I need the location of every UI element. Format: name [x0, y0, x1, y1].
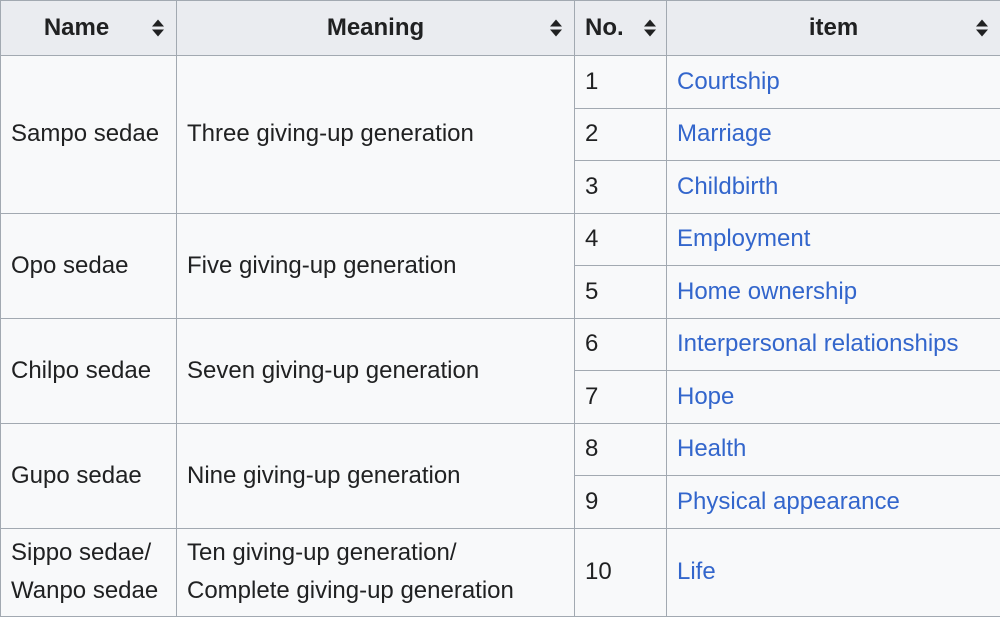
table-row: 5 Home ownership	[1, 265, 1000, 319]
meaning-cell: Three giving-up generation	[176, 55, 575, 214]
table-row: Gupo sedae Nine giving-up generation 8 H…	[0, 422, 1000, 529]
meaning-cell: Nine giving-up generation	[176, 422, 575, 529]
column-header-meaning-label: Meaning	[326, 14, 425, 41]
column-header-no-label: No.	[585, 14, 624, 41]
item-link-marriage[interactable]: Marriage	[677, 120, 772, 148]
sort-icon[interactable]	[152, 19, 164, 37]
number-cell: 2	[574, 107, 667, 161]
item-link-interpersonal-relationships[interactable]: Interpersonal relationships	[677, 330, 959, 358]
item-link-courtship[interactable]: Courtship	[677, 67, 780, 95]
table-row: Chilpo sedae Seven giving-up generation …	[0, 317, 1000, 424]
item-link-home-ownership[interactable]: Home ownership	[677, 277, 858, 305]
item-link-physical-appearance[interactable]: Physical appearance	[677, 487, 900, 515]
item-cell: Childbirth	[666, 160, 1000, 214]
item-cell: Health	[666, 422, 1000, 476]
item-cell: Physical appearance	[666, 475, 1000, 529]
sort-icon[interactable]	[976, 19, 988, 37]
meaning-cell: Seven giving-up generation	[176, 317, 575, 424]
item-cell: Home ownership	[666, 265, 1000, 319]
number-cell: 3	[574, 160, 667, 214]
item-link-employment[interactable]: Employment	[677, 225, 811, 253]
item-cell: Hope	[666, 370, 1000, 424]
sort-icon[interactable]	[550, 19, 562, 37]
item-cell: Courtship	[666, 55, 1000, 109]
table-row: 3 Childbirth	[1, 160, 1000, 214]
number-cell: 9	[574, 475, 667, 529]
name-cell: Sippo sedae/ Wanpo sedae	[0, 527, 177, 617]
name-cell: Chilpo sedae	[0, 317, 177, 424]
meaning-cell: Ten giving-up generation/ Complete givin…	[176, 527, 575, 617]
column-header-item-label: item	[808, 14, 859, 41]
number-cell: 8	[574, 422, 667, 476]
column-header-no[interactable]: No.	[574, 0, 667, 56]
item-cell: Interpersonal relationships	[666, 317, 1000, 371]
table-row: Opo sedae Five giving-up generation 4 Em…	[0, 212, 1000, 319]
column-header-item[interactable]: item	[666, 0, 1000, 56]
sort-icon[interactable]	[644, 19, 656, 37]
name-line: Sippo sedae/	[11, 539, 152, 566]
item-link-life[interactable]: Life	[677, 558, 716, 585]
table-row: Sampo sedae Three giving-up generation 1…	[0, 55, 1000, 214]
number-cell: 4	[574, 212, 667, 266]
table-row: 2 Marriage	[1, 107, 1000, 161]
meaning-cell: Five giving-up generation	[176, 212, 575, 319]
column-header-meaning[interactable]: Meaning	[176, 0, 575, 56]
number-cell: 10	[574, 527, 667, 617]
header-row: Name Meaning No. item	[0, 0, 1000, 56]
table-row: Sippo sedae/ Wanpo sedae Ten giving-up g…	[0, 527, 1000, 617]
name-cell: Sampo sedae	[0, 55, 177, 214]
item-link-hope[interactable]: Hope	[677, 382, 735, 410]
column-header-name-label: Name	[43, 14, 110, 41]
number-cell: 1	[574, 55, 667, 109]
name-cell: Opo sedae	[0, 212, 177, 319]
item-link-health[interactable]: Health	[677, 435, 747, 463]
meaning-line: Complete giving-up generation	[187, 577, 514, 604]
column-header-name[interactable]: Name	[0, 0, 177, 56]
meaning-line: Ten giving-up generation/	[187, 539, 457, 566]
number-cell: 6	[574, 317, 667, 371]
item-cell: Employment	[666, 212, 1000, 266]
number-cell: 7	[574, 370, 667, 424]
item-link-childbirth[interactable]: Childbirth	[677, 172, 779, 200]
number-cell: 5	[574, 265, 667, 319]
item-cell: Marriage	[666, 107, 1000, 161]
item-cell: Life	[666, 527, 1000, 617]
name-line: Wanpo sedae	[11, 577, 159, 604]
name-cell: Gupo sedae	[0, 422, 177, 529]
